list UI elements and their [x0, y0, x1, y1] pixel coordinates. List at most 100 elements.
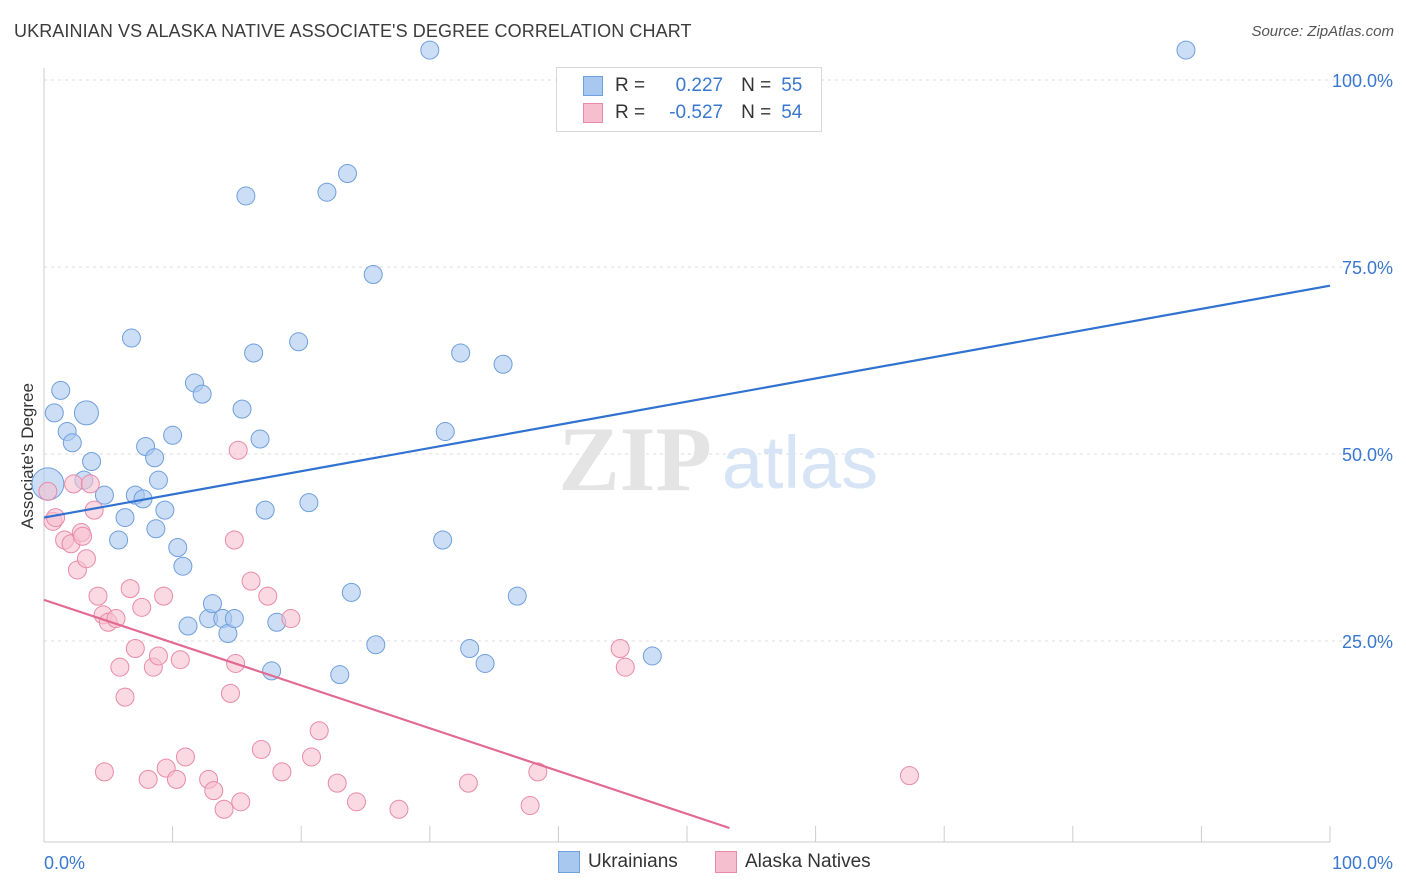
y-tick-label: 100.0%	[1332, 71, 1393, 91]
alaska-natives-point	[125, 638, 145, 658]
ukrainians-point	[493, 354, 513, 374]
alaska-natives-point	[88, 586, 108, 606]
alaska-natives-point	[458, 773, 478, 793]
alaska-natives-point	[251, 739, 271, 759]
ukrainians-point	[202, 594, 222, 614]
legend-label-alaska-natives: Alaska Natives	[745, 851, 871, 872]
alaska-natives-trend-line	[43, 598, 730, 830]
alaska-natives-point	[272, 762, 292, 782]
legend-label-ukrainians: Ukrainians	[588, 851, 678, 872]
alaska-natives-point	[115, 687, 135, 707]
alaska-natives-point	[64, 474, 84, 494]
ukrainians-point	[255, 500, 275, 520]
legend-swatch-alaska-natives	[715, 851, 737, 873]
legend-n-value: 55	[781, 75, 803, 96]
alaska-natives-point	[38, 481, 58, 501]
alaska-natives-point	[520, 796, 540, 816]
ukrainians-point	[317, 182, 337, 202]
legend-r-label: R =	[615, 102, 646, 123]
ukrainians-point	[62, 433, 82, 453]
alaska-natives-point	[309, 721, 329, 741]
ukrainians-point	[94, 485, 114, 505]
ukrainians-point	[244, 343, 264, 363]
ukrainians-point	[44, 403, 64, 423]
watermark-atlas: atlas	[722, 421, 878, 504]
legend-r-value: -0.527	[669, 102, 724, 123]
ukrainians-point	[236, 186, 256, 206]
alaska-natives-point	[281, 609, 301, 629]
alaska-natives-point	[166, 769, 186, 789]
alaska-natives-point	[327, 773, 347, 793]
legend-item-alaska-natives: Alaska Natives	[715, 851, 871, 873]
alaska-natives-point	[231, 792, 251, 812]
ukrainians-point	[192, 384, 212, 404]
ukrainians-point	[178, 616, 198, 636]
alaska-natives-point	[214, 799, 234, 819]
alaska-natives-point	[94, 762, 114, 782]
y-tick-label: 25.0%	[1342, 632, 1393, 652]
alaska-natives-point	[76, 549, 96, 569]
alaska-natives-point	[610, 638, 630, 658]
legend-n-label: N =	[741, 102, 772, 123]
alaska-natives-point	[224, 530, 244, 550]
legend-row-ukrainians: R = 0.227 N = 55	[583, 73, 802, 99]
alaska-natives-point	[228, 440, 248, 460]
ukrainians-point	[435, 422, 455, 442]
legend-swatch-alaska-natives	[583, 103, 603, 123]
ukrainians-point	[155, 500, 175, 520]
ukrainians-point	[337, 164, 357, 183]
ukrainians-point	[341, 582, 361, 602]
legend-swatch-ukrainians	[558, 851, 580, 873]
ukrainians-point	[82, 451, 102, 471]
ukrainians-point	[232, 399, 252, 419]
chart-title: UKRAINIAN VS ALASKA NATIVE ASSOCIATE'S D…	[14, 21, 692, 41]
legend-n-label: N =	[741, 75, 772, 96]
ukrainians-point	[289, 332, 309, 352]
legend-row-alaska-natives: R = -0.527 N = 54	[583, 100, 802, 126]
ukrainians-trend-line	[43, 284, 1331, 519]
ukrainians-point	[433, 530, 453, 550]
alaska-natives-point	[175, 747, 195, 767]
source-credit: Source: ZipAtlas.com	[1251, 23, 1394, 40]
ukrainians-point	[451, 343, 471, 363]
alaska-natives-point	[170, 650, 190, 670]
alaska-natives-point	[301, 747, 321, 767]
ukrainians-point	[262, 661, 282, 681]
ukrainians-point	[73, 400, 99, 426]
ukrainians-point	[163, 425, 183, 445]
alaska-natives-point	[154, 586, 174, 606]
ukrainians-point	[366, 635, 386, 655]
ukrainians-point	[363, 264, 383, 284]
alaska-natives-point	[120, 579, 140, 599]
ukrainians-point	[1176, 40, 1196, 60]
x-tick-label: 0.0%	[44, 853, 85, 873]
legend-n-value: 54	[781, 102, 803, 123]
ukrainians-point	[173, 556, 193, 576]
ukrainians-point	[145, 448, 165, 468]
y-axis-title: Associate's Degree	[18, 383, 37, 529]
ukrainians-point	[115, 508, 135, 528]
correlation-legend: R = 0.227 N = 55 R = -0.527 N = 54	[556, 67, 822, 132]
ukrainians-point	[299, 493, 319, 513]
alaska-natives-point	[73, 526, 93, 546]
ukrainians-point	[121, 328, 141, 348]
series-legend: Ukrainians Alaska Natives	[0, 851, 1406, 877]
alaska-natives-point	[241, 571, 261, 591]
legend-r-value: 0.227	[675, 75, 724, 96]
legend-item-ukrainians: Ukrainians	[558, 851, 678, 873]
ukrainians-point	[109, 530, 129, 550]
alaska-natives-point	[220, 683, 240, 703]
y-tick-label: 75.0%	[1342, 258, 1393, 278]
ukrainians-point	[224, 609, 244, 629]
alaska-natives-point	[204, 781, 224, 801]
ukrainians-point	[146, 519, 166, 539]
alaska-natives-point	[389, 799, 409, 819]
alaska-natives-point	[80, 474, 100, 494]
alaska-natives-point	[258, 586, 278, 606]
ukrainians-point	[475, 653, 495, 673]
ukrainians-point	[168, 538, 188, 557]
ukrainians-point	[420, 40, 440, 60]
alaska-natives-point	[148, 646, 168, 666]
y-tick-label: 50.0%	[1342, 445, 1393, 465]
